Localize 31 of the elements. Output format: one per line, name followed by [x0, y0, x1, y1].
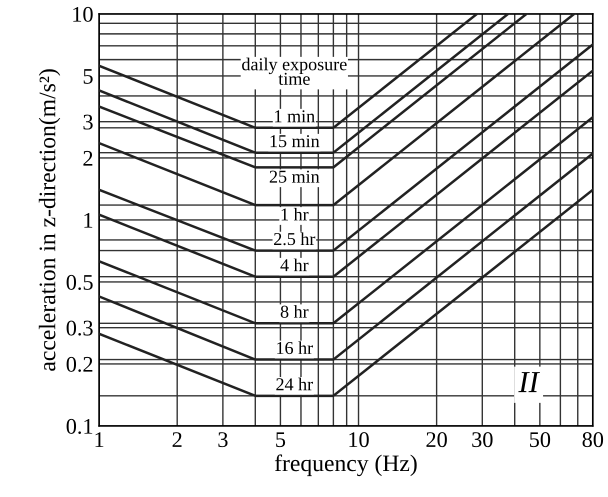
annotation: 8 hr	[280, 305, 308, 318]
y-tick-label: 1	[84, 212, 92, 228]
annotation: 4 hr	[280, 258, 308, 272]
x-tick-label: 30	[472, 432, 493, 448]
annotation: II	[518, 372, 540, 392]
y-tick-label: 2	[83, 150, 92, 166]
y-tick-label: 0.1	[66, 418, 92, 434]
x-tick-label: 2	[172, 432, 182, 447]
annotation: 1 hr	[282, 208, 308, 220]
x-tick-label: 5	[276, 432, 286, 448]
annotation: 15 min	[270, 135, 320, 148]
y-tick-label: 10	[73, 6, 93, 22]
x-tick-label: 20	[426, 432, 447, 448]
y-tick-label: 0.2	[66, 356, 92, 372]
y-tick-label: 5	[84, 69, 93, 84]
y-tick-label: 0.3	[66, 320, 93, 336]
annotation: 16 hr	[277, 341, 313, 354]
x-tick-label: 80	[582, 432, 604, 448]
annotation: 25 min	[270, 170, 320, 183]
x-tick-label: 50	[530, 432, 550, 448]
y-tick-label: 3	[84, 114, 93, 130]
y-axis-title: acceleration in z-direction(m/s²)	[38, 69, 60, 371]
annotation: 1 min	[275, 110, 315, 122]
x-tick-label: 1	[96, 432, 104, 447]
x-axis-title: frequency (Hz)	[274, 454, 417, 476]
annotation: 24 hr	[276, 378, 313, 390]
annotation: daily exposure time	[242, 58, 347, 85]
annotation: 2.5 hr	[274, 232, 316, 246]
x-tick-label: 3	[218, 432, 228, 448]
x-tick-label: 10	[349, 432, 369, 448]
y-tick-label: 0.5	[66, 274, 93, 290]
